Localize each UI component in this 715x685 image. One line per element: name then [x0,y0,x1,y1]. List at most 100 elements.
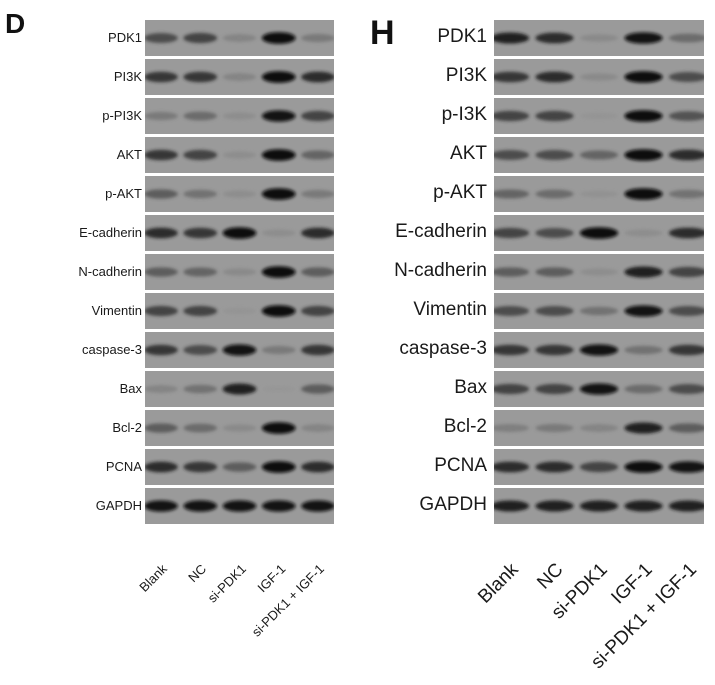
protein-band [579,227,619,239]
protein-band [535,461,574,473]
protein-band [668,423,704,433]
protein-band [183,189,218,199]
protein-band [535,267,574,277]
protein-band [301,110,334,122]
protein-band [222,151,257,159]
protein-band [535,110,574,122]
blot-strip [145,215,334,251]
blot-strip [145,449,334,485]
protein-band [494,500,530,512]
protein-band [222,112,257,120]
protein-band [494,150,530,160]
protein-band [222,190,257,198]
protein-band [301,461,334,473]
blot-strip [145,332,334,368]
protein-band [222,268,257,276]
protein-band [535,383,574,395]
blot-strip [145,176,334,212]
blot-strip [494,20,704,56]
protein-band [494,344,530,356]
protein-band [145,71,178,83]
protein-band [624,229,663,237]
protein-band [222,344,257,356]
protein-band [222,424,257,432]
protein-band [183,345,218,355]
protein-band [668,384,704,394]
lane-label: Blank [136,561,171,595]
protein-band [145,385,178,393]
protein-band [301,267,334,277]
protein-band [301,189,334,199]
protein-band [494,424,530,432]
lane-label: si-PDK1 [204,561,249,606]
protein-band [494,267,530,277]
protein-band [261,188,296,200]
protein-band [145,149,178,161]
lane-label: NC [185,561,210,585]
protein-band [261,422,296,434]
protein-band [494,32,530,44]
protein-band [624,422,663,434]
protein-band [301,424,334,432]
blot-strip [494,332,704,368]
protein-band [579,424,619,432]
protein-band [579,190,619,198]
protein-band [145,227,178,239]
protein-band [668,149,704,161]
protein-band [535,344,574,356]
blot-strip [145,20,334,56]
blot-strip [494,449,704,485]
protein-band [183,267,218,277]
protein-band [301,305,334,317]
protein-label: caspase-3 [399,338,487,360]
protein-band [579,112,619,120]
protein-label: N-cadherin [78,263,142,279]
protein-band [624,266,663,278]
protein-band [183,149,218,161]
protein-label: E-cadherin [395,221,487,243]
protein-band [579,383,619,395]
protein-label: PI3K [445,65,487,87]
protein-band [624,32,663,44]
protein-band [535,228,574,238]
protein-band [222,73,257,81]
protein-band [183,111,218,121]
protein-band [183,305,218,317]
protein-label: N-cadherin [394,260,487,282]
protein-band [624,345,663,355]
protein-band [494,461,530,473]
protein-band [183,32,218,44]
protein-label: PCNA [434,455,487,477]
protein-band [668,189,704,199]
protein-band [624,149,663,161]
protein-label: p-I3K [441,104,487,126]
blot-strip [494,59,704,95]
protein-label: p-AKT [433,182,487,204]
protein-label: E-cadherin [79,224,142,240]
panel-letter: H [370,14,395,52]
protein-band [535,500,574,512]
protein-band [535,189,574,199]
lane-label: Blank [474,558,524,608]
blot-strip [494,293,704,329]
protein-band [494,227,530,239]
protein-band [261,110,296,122]
protein-band [222,462,257,472]
protein-band [183,227,218,239]
protein-band [145,33,178,43]
protein-band [579,73,619,81]
protein-band [535,71,574,83]
blot-strip [494,488,704,524]
blot-strip [145,137,334,173]
protein-label: p-PI3K [102,107,142,123]
protein-label: p-AKT [105,185,142,201]
protein-band [494,383,530,395]
protein-band [668,111,704,121]
protein-band [301,500,334,512]
protein-band [145,500,178,512]
protein-band [624,188,663,200]
blot-strip [145,488,334,524]
protein-band [145,344,178,356]
blot-strip [494,215,704,251]
protein-band [222,383,257,395]
